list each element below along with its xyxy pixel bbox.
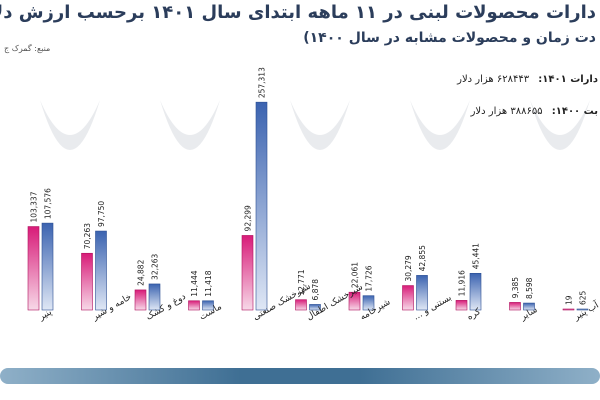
value-label-1401-3: 11,444 [190,270,199,296]
bar-1400-7 [416,275,428,311]
bar-1400-5 [309,304,321,311]
bar-1400-10 [576,308,589,311]
category-label-9: سایر [518,305,539,323]
value-label-1401-5: 12,771 [297,269,306,295]
value-label-1400-0: 107,576 [44,188,53,219]
value-label-1400-10: 625 [579,290,588,305]
value-label-1400-6: 17,726 [365,265,374,291]
value-label-1401-7: 30,279 [404,255,413,281]
bar-1400-0 [41,222,54,311]
bar-1401-6 [348,291,361,311]
bar-1401-9 [509,302,521,311]
bar-1401-5 [295,299,307,311]
bar-1400-3 [202,300,214,311]
footer-band [0,368,600,384]
value-label-1400-7: 42,855 [418,245,427,271]
value-label-1401-2: 24,882 [137,259,146,285]
chart-title: دارات محصولات لبنی در ۱۱ ماهه ابتدای سال… [0,2,596,23]
bar-1400-8 [469,272,482,311]
value-label-1401-1: 70,263 [83,223,92,249]
bar-1401-4 [241,235,254,311]
source-note: منبع: گمرک ج [4,44,51,53]
legend-1401-value: ۶۲۸۴۴۳ هزار دلار [457,74,530,85]
value-label-1400-1: 97,750 [97,201,106,227]
value-label-1400-3: 11,418 [204,270,213,296]
bar-1400-4 [255,101,268,311]
bar-1401-8 [455,300,468,311]
value-label-1401-6: 22,061 [351,262,360,288]
legend-1400-value: ۳۸۸۶۵۵ هزار دلار [470,106,543,117]
legend-1400-label: بت ۱۴۰۰: [551,106,598,117]
bar-1401-1 [81,252,93,311]
watermark-logo [160,100,220,150]
legend-1400: بت ۱۴۰۰: ۳۸۸۶۵۵ هزار دلار [471,106,598,117]
value-label-1400-9: 8,598 [525,277,534,299]
bar-1401-0 [27,226,40,311]
watermark-logo [290,100,350,150]
bar-1400-2 [148,283,161,311]
legend-1401-label: دارات ۱۴۰۱: [538,74,598,85]
bar-1401-10 [562,308,575,311]
value-label-1400-2: 32,263 [151,253,160,279]
bar-1400-6 [362,295,375,311]
chart-header: دارات محصولات لبنی در ۱۱ ماهه ابتدای سال… [0,0,600,70]
watermark-logo [530,100,590,150]
value-label-1401-0: 103,337 [30,191,39,222]
bar-1401-2 [134,289,147,311]
bar-1400-1 [95,230,107,311]
bar-1401-7 [402,285,414,311]
value-label-1401-9: 9,385 [511,277,520,299]
watermark-logo [40,100,100,150]
value-label-1400-4: 257,313 [258,67,267,98]
value-label-1401-4: 92,299 [244,205,253,231]
watermark-logos [40,100,590,150]
value-label-1401-10: 19 [565,295,574,305]
value-label-1400-5: 6,878 [311,279,320,301]
bar-1400-9 [523,302,535,311]
watermark-logo [410,100,470,150]
value-label-1400-8: 45,441 [472,243,481,269]
bar-1401-3 [188,300,200,311]
chart-subtitle: دت زمان و محصولات مشابه در سال ۱۴۰۰) [303,30,596,46]
legend-1401: دارات ۱۴۰۱: ۶۲۸۴۴۳ هزار دلار [457,74,598,85]
value-label-1401-8: 11,916 [458,270,467,296]
